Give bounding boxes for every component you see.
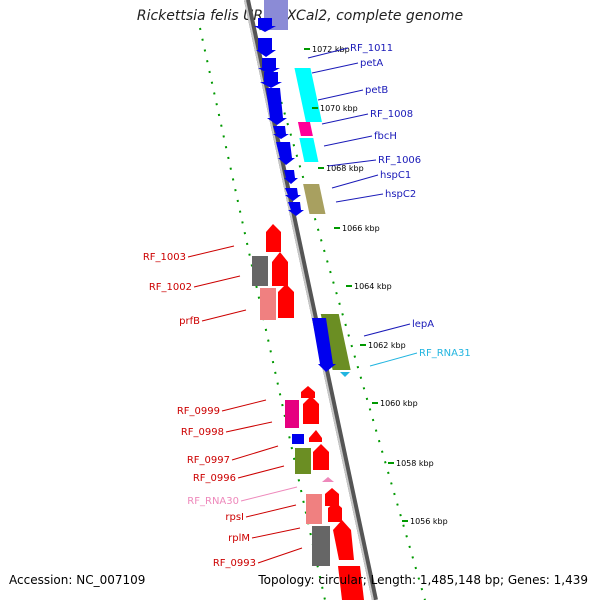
gene-arrow: [312, 318, 336, 372]
gene-label-left: RF_0997: [187, 455, 230, 466]
tick-label: 1064 kbp: [354, 282, 392, 291]
right-ring: [259, 27, 426, 600]
gene-block: [252, 256, 268, 286]
label-leader: [240, 486, 298, 502]
tick-label: 1058 kbp: [396, 459, 434, 468]
genome-stats-text: Topology: circular; Length: 1,485,148 bp…: [258, 573, 588, 587]
lepA-gene: [312, 318, 350, 377]
label-leader: [221, 399, 267, 412]
gene-block: [320, 314, 351, 370]
gene-arrow: [328, 502, 342, 522]
reverse-strand-genes: [252, 224, 364, 600]
label-leader: [321, 113, 369, 125]
gene-label-right: fbcH: [374, 131, 397, 142]
label-leader: [257, 547, 303, 564]
gene-block: [297, 122, 313, 136]
right-gene-labels: RF_1011 petA petB RF_1008 fbcH RF_1006 hspC1 hs…: [307, 43, 471, 367]
gene-arrow: [288, 202, 304, 216]
gene-label-right: petB: [365, 85, 388, 96]
tick-label: 1066 kbp: [342, 224, 380, 233]
tick-label: 1060 kbp: [380, 399, 418, 408]
gene-arrow: [256, 38, 276, 57]
label-leader: [311, 62, 359, 74]
gene-arrow: [325, 488, 339, 506]
gene-label-left: RF_1002: [149, 282, 192, 293]
gene-arrow: [301, 386, 315, 398]
gene-label-left: RF_1003: [143, 252, 186, 263]
label-leader: [317, 89, 364, 101]
gene-block: [295, 448, 311, 474]
gene-arrow: [338, 566, 364, 600]
kbp-ticks: 1072 kbp 1070 kbp 1068 kbp 1066 kbp 1064 kbp…: [304, 45, 448, 526]
gene-label-right: hspC1: [380, 170, 411, 181]
gene-arrow: [309, 430, 322, 442]
map-title: Rickettsia felis URRWXCal2, complete gen…: [136, 8, 464, 24]
gene-label-right: RF_1008: [370, 109, 413, 120]
gene-label-right: RF_1011: [350, 43, 393, 54]
gene-block: [303, 184, 326, 214]
gene-block: [294, 68, 322, 122]
label-leader: [363, 323, 411, 337]
gene-label-left: RF_0998: [181, 427, 224, 438]
tick-label: 1062 kbp: [368, 341, 406, 350]
forward-strand-genes: [254, 0, 304, 216]
label-leader: [327, 159, 377, 167]
gene-label-left: rpsI: [225, 512, 244, 523]
gene-label-left: RF_RNA30: [187, 496, 239, 507]
gene-arrow: [333, 520, 354, 560]
gene-block: [299, 138, 319, 162]
gene-label-left: prfB: [179, 316, 200, 327]
gene-arrow: [278, 284, 294, 318]
gene-arrow: [303, 396, 319, 424]
label-leader: [369, 352, 418, 367]
gene-block: [292, 434, 304, 444]
gene-block: [312, 526, 330, 566]
gene-arrow: [285, 188, 301, 201]
label-leader: [323, 135, 373, 147]
gene-label-left: RF_0999: [177, 406, 220, 417]
label-leader: [307, 47, 349, 59]
gene-label-right: petA: [360, 58, 383, 69]
gene-label-left: rplM: [228, 533, 250, 544]
gene-label-left: RF_0996: [193, 473, 236, 484]
gene-label-right: lepA: [412, 319, 434, 330]
tick-label: 1056 kbp: [410, 517, 448, 526]
tick-label: 1070 kbp: [320, 104, 358, 113]
tick-label: 1068 kbp: [326, 164, 364, 173]
label-leader: [225, 421, 273, 433]
left-gene-labels: RF_1003 RF_1002 prfB RF_0999 RF_0998 RF_0997 R…: [143, 245, 303, 569]
gene-arrow: [266, 88, 287, 125]
gene-block: [285, 400, 299, 428]
gene-label-right: RF_1006: [378, 155, 421, 166]
label-leader: [237, 465, 285, 479]
gene-label-left: RF_0993: [213, 558, 256, 569]
gene-arrow: [266, 224, 281, 252]
label-leader: [231, 445, 279, 461]
gene-arrow: [276, 142, 295, 165]
gene-arrow: [254, 18, 276, 32]
gene-arrow: [260, 72, 282, 88]
gene-arrow: [273, 126, 289, 139]
gene-arrow: [258, 58, 280, 74]
accession-text: Accession: NC_007109: [9, 573, 146, 587]
gene-block: [306, 494, 322, 524]
gene-label-right: hspC2: [385, 189, 416, 200]
label-leader: [331, 174, 379, 189]
gene-arrow: [313, 444, 329, 470]
label-leader: [201, 309, 247, 322]
gene-arrow: [284, 170, 298, 184]
tick-label: 1072 kbp: [312, 45, 350, 54]
label-leader: [187, 245, 235, 258]
gene-block: [260, 288, 276, 320]
gene-label-right: RF_RNA31: [419, 348, 471, 359]
rna-marker: [322, 477, 334, 482]
label-leader: [335, 193, 384, 203]
gene-arrow: [272, 252, 288, 286]
rna-marker: [340, 372, 350, 377]
label-leader: [245, 504, 297, 518]
label-leader: [193, 275, 241, 288]
label-leader: [251, 527, 301, 539]
